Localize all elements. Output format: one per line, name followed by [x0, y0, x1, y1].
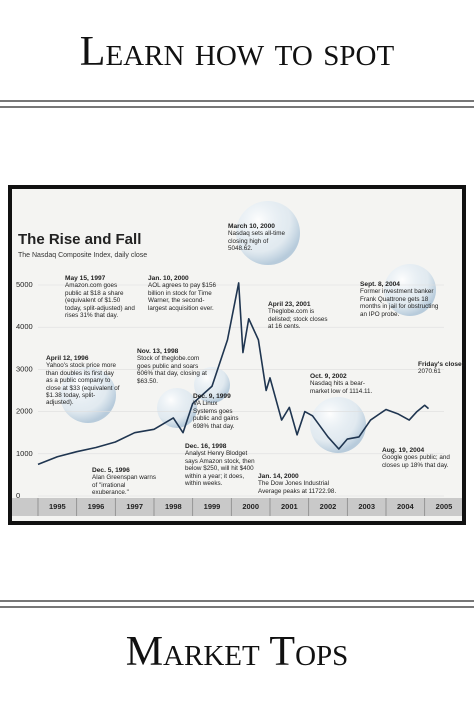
annotation-date: Oct. 9, 2002 [310, 373, 347, 380]
annotation-date: April 23, 2001 [268, 301, 311, 308]
y-tick-label: 5000 [16, 280, 33, 289]
annotation-text: 2070.61 [418, 368, 441, 376]
annotation-text: Stock of theglobe.com goes public and so… [137, 355, 207, 385]
x-tick-label: 2000 [242, 502, 259, 511]
annotation-text: Yahoo's stock price more than doubles it… [46, 362, 120, 407]
rule [0, 106, 474, 108]
footer-title: Market Tops [125, 629, 349, 675]
bubble [310, 397, 366, 453]
annotation-date: May 15, 1997 [65, 275, 106, 282]
rule [0, 600, 474, 602]
x-tick-label: 1998 [165, 502, 182, 511]
x-tick-label: 2003 [358, 502, 375, 511]
rule [0, 100, 474, 102]
annotation-date: Jan. 14, 2000 [258, 473, 299, 480]
annotation: Jan. 14, 2000 The Dow Jones Industrial Av… [258, 473, 338, 495]
x-tick-label: 2002 [320, 502, 337, 511]
annotation-date: Nov. 13, 1998 [137, 348, 179, 355]
annotation: Dec. 9, 1999 VA Linux Systems goes public… [193, 393, 243, 430]
annotation-date: Sept. 8, 2004 [360, 281, 400, 288]
annotation: Friday's close: 2070.61 [418, 361, 464, 376]
annotation-text: Theglobe.com is delisted; stock closes a… [268, 308, 328, 331]
x-tick-label: 1997 [126, 502, 143, 511]
annotation-date: Friday's close: [418, 361, 464, 368]
annotation-text: Nasdaq hits a bear-market low of 1114.11… [310, 380, 373, 395]
annotation-text: AOL agrees to pay $156 billion in stock … [148, 282, 217, 312]
y-tick-label: 2000 [16, 407, 33, 416]
chart-svg: The Rise and Fall The Nasdaq Composite I… [8, 185, 466, 525]
annotation: April 12, 1996 Yahoo's stock price more t… [46, 355, 120, 407]
annotation: April 23, 2001 Theglobe.com is delisted; … [268, 301, 330, 331]
annotation-date: Dec. 5, 1996 [92, 467, 130, 474]
annotation-text: VA Linux Systems goes public and gains 6… [193, 400, 239, 430]
annotation-text: Google goes public; and closes up 18% th… [382, 454, 450, 469]
annotation-text: Analyst Henry Blodget says Amazon stock,… [185, 450, 255, 488]
annotation: Dec. 16, 1998 Analyst Henry Blodget says … [185, 443, 259, 487]
annotation: Sept. 8, 2004 Former investment banker Fr… [360, 281, 440, 318]
x-axis-band [12, 498, 462, 516]
annotation: Nov. 13, 1998 Stock of theglobe.com goes … [137, 348, 211, 385]
x-tick-label: 2004 [397, 502, 415, 511]
annotation-date: March 10, 2000 [228, 223, 275, 230]
bubble [157, 388, 197, 428]
annotation-text: Amazon.com goes public at $18 a share (e… [65, 282, 135, 320]
bubble [236, 201, 300, 265]
x-tick-label: 1999 [204, 502, 221, 511]
annotation-text: Former investment banker Frank Quattrone… [360, 288, 439, 318]
y-tick-label: 3000 [16, 364, 33, 373]
x-tick-label: 1996 [88, 502, 105, 511]
annotation-date: Dec. 16, 1998 [185, 443, 227, 450]
y-tick-label: 1000 [16, 449, 33, 458]
annotation: Oct. 9, 2002 Nasdaq hits a bear-market lo… [310, 373, 378, 395]
annotation-date: Aug. 19, 2004 [382, 447, 425, 454]
bubble [60, 367, 116, 423]
annotation: May 15, 1997 Amazon.com goes public at $1… [65, 275, 135, 319]
annotation: March 10, 2000 Nasdaq sets all-time closi… [228, 223, 292, 253]
annotation-date: Dec. 9, 1999 [193, 393, 231, 400]
annotation-date: April 12, 1996 [46, 355, 89, 362]
annotation: Aug. 19, 2004 Google goes public; and clo… [382, 447, 458, 469]
y-tick-label: 0 [16, 491, 20, 500]
x-tick-label: 1995 [49, 502, 66, 511]
y-tick-label: 4000 [16, 322, 33, 331]
annotation: Dec. 5, 1996 Alan Greenspan warns of "irr… [92, 467, 162, 497]
annotation: Jan. 10, 2000 AOL agrees to pay $156 bill… [148, 275, 218, 312]
annotation-text: The Dow Jones Industrial Average peaks a… [258, 480, 337, 495]
annotation-date: Jan. 10, 2000 [148, 275, 189, 282]
header-title: Learn how to spot [79, 29, 395, 75]
x-tick-label: 2005 [436, 502, 453, 511]
chart: The Rise and Fall The Nasdaq Composite I… [0, 185, 474, 525]
line-series [37, 282, 430, 466]
chart-title: The Rise and Fall [18, 231, 141, 248]
x-tick-label: 2001 [281, 502, 298, 511]
rule [0, 606, 474, 608]
bubble [384, 264, 436, 316]
annotation-text: Nasdaq sets all-time closing high of 504… [228, 230, 286, 253]
plot-bg [12, 189, 462, 521]
chart-subtitle: The Nasdaq Composite Index, daily close [18, 252, 147, 259]
annotation-text: Alan Greenspan warns of "irrational exub… [92, 474, 157, 497]
